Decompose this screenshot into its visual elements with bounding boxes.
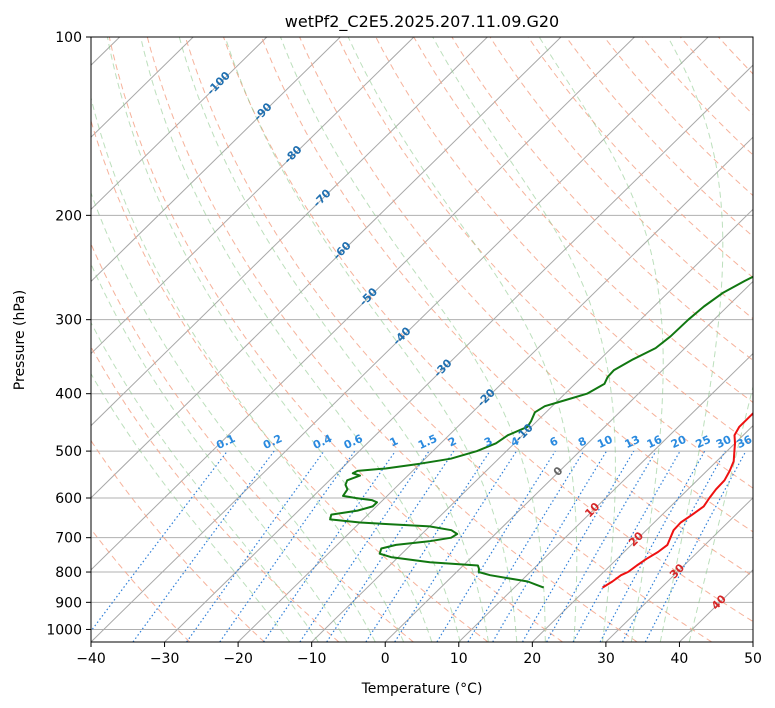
moist-adiabat xyxy=(688,384,753,642)
x-tick-label: −40 xyxy=(76,651,106,667)
mixing-ratio-line xyxy=(263,450,396,642)
moist-adiabat xyxy=(91,262,348,642)
x-tick-label: −10 xyxy=(297,651,327,667)
mixing-ratio-line xyxy=(365,450,491,642)
mixing-ratio-line xyxy=(572,450,681,642)
isotherm-line xyxy=(531,424,753,642)
x-tick-label: 30 xyxy=(597,651,615,667)
y-tick-label: 100 xyxy=(55,30,82,46)
dry-adiabat xyxy=(375,37,753,446)
x-tick-label: 50 xyxy=(744,651,762,667)
dry-adiabat xyxy=(91,119,489,642)
mixing-ratio-label: 16 xyxy=(645,433,665,451)
moist-adiabat xyxy=(659,37,724,642)
mixing-ratio-line xyxy=(219,450,356,642)
moist-adiabat xyxy=(106,37,433,642)
dry-adiabat xyxy=(108,37,563,642)
x-tick-label: 0 xyxy=(381,651,390,667)
isotherm-line xyxy=(384,280,753,642)
chart-title: wetPf2_C2E5.2025.207.11.09.G20 xyxy=(285,12,559,32)
isotherm-line xyxy=(605,497,753,642)
y-tick-label: 600 xyxy=(55,491,82,507)
isotherm-line xyxy=(91,37,709,642)
mixing-ratio-line xyxy=(436,450,556,642)
y-tick-label: 1000 xyxy=(46,622,82,638)
mixing-ratio-label: 10 xyxy=(595,433,615,451)
moist-adiabat xyxy=(91,321,319,642)
x-tick-label: −30 xyxy=(150,651,180,667)
dry-adiabat xyxy=(489,37,753,320)
x-tick-label: 10 xyxy=(450,651,468,667)
mixing-ratio-line xyxy=(326,450,455,642)
dry-adiabat xyxy=(337,37,753,489)
axis-ticks: −40 −30 −20 −10 0 10 20 30 40 50 100 200 300 400 500 60… xyxy=(46,30,762,667)
moist-adiabat xyxy=(280,37,546,642)
y-tick-label: 800 xyxy=(55,565,82,581)
mixing-ratio-label: 30 xyxy=(714,433,734,451)
isotherm-line xyxy=(91,37,341,283)
mixing-ratio-label: 13 xyxy=(623,433,642,451)
isotherm-line xyxy=(752,641,753,642)
temperature-profile xyxy=(601,412,753,589)
x-tick-label: 20 xyxy=(523,651,541,667)
isotherm-line xyxy=(91,37,488,427)
mixing-ratio-line xyxy=(186,450,325,642)
moist-adiabat xyxy=(91,372,291,642)
isotherm-line xyxy=(458,352,753,642)
dry-adiabat xyxy=(223,37,753,623)
y-tick-label: 200 xyxy=(55,208,82,224)
mixing-ratio-label: 25 xyxy=(694,433,713,451)
background-lines xyxy=(91,37,775,642)
moist-adiabat xyxy=(224,37,518,642)
isotherm-line xyxy=(91,37,562,499)
moist-adiabat xyxy=(178,37,489,642)
moist-adiabat xyxy=(432,37,616,642)
moist-adiabat xyxy=(347,37,578,642)
y-tick-label: 300 xyxy=(55,313,82,329)
moist-adiabat xyxy=(140,37,461,642)
dewpoint-profile xyxy=(329,275,753,589)
plot-frame xyxy=(90,36,754,643)
moist-adiabat xyxy=(91,95,405,642)
isotherm-line xyxy=(164,64,753,642)
x-tick-label: −20 xyxy=(223,651,253,667)
x-tick-label: 40 xyxy=(670,651,688,667)
dry-adiabat xyxy=(184,37,713,642)
mixing-ratio-line xyxy=(467,450,585,642)
moist-adiabat xyxy=(538,37,664,642)
mixing-ratio-line xyxy=(622,450,726,642)
dry-adiabat xyxy=(299,37,753,533)
sounding-profiles xyxy=(329,275,753,589)
dry-adiabat xyxy=(451,37,753,361)
mixing-ratio-line xyxy=(132,450,275,642)
dry-adiabat xyxy=(757,37,775,642)
y-tick-label: 400 xyxy=(55,387,82,403)
dry-adiabat xyxy=(91,439,265,642)
y-tick-label: 500 xyxy=(55,444,82,460)
mixing-ratio-label: 20 xyxy=(669,433,689,451)
dry-adiabat xyxy=(413,37,753,404)
mixing-ratio-line xyxy=(299,450,430,642)
y-tick-label: 900 xyxy=(55,595,82,611)
isotherm-line xyxy=(237,136,753,642)
mixing-ratio-line xyxy=(91,450,228,633)
dry-adiabat xyxy=(91,345,340,642)
isotherm-line xyxy=(91,37,415,355)
dry-adiabat xyxy=(261,37,753,577)
dry-adiabat xyxy=(91,242,414,642)
y-axis-label: Pressure (hPa) xyxy=(12,290,28,390)
mixing-ratio-line xyxy=(599,450,706,642)
isotherm-line xyxy=(91,37,268,211)
mixing-ratio-label: 36 xyxy=(735,433,755,451)
plot-background xyxy=(91,37,753,642)
x-axis-label: Temperature (°C) xyxy=(361,681,483,697)
isotherm-line xyxy=(91,37,635,571)
y-tick-label: 700 xyxy=(55,531,82,547)
